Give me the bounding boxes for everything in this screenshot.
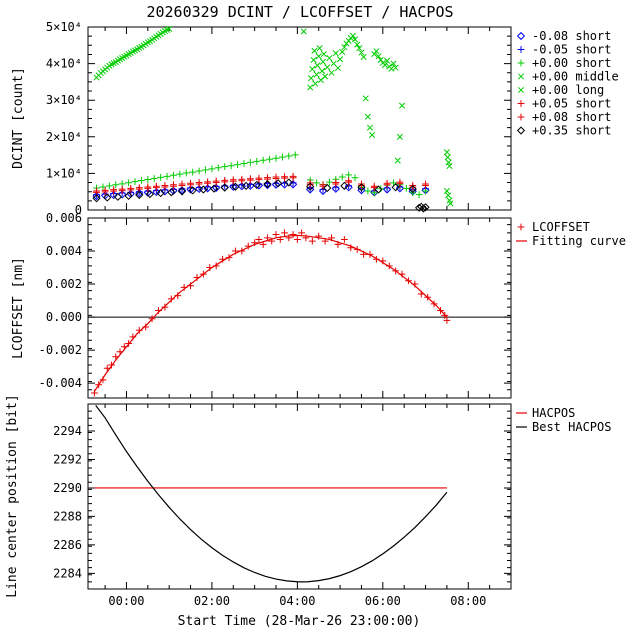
y-tick-label: 0.006	[46, 211, 82, 225]
series--0-08-short	[93, 172, 429, 195]
legend-item: +0.00 short	[517, 56, 611, 70]
panel-frame	[87, 403, 512, 590]
legend-label: -0.08 short	[532, 29, 611, 43]
series-fitting-curve	[93, 234, 448, 392]
series-lcoffset	[91, 229, 451, 397]
legend-label: +0.35 short	[532, 124, 611, 138]
axis-ticks	[88, 403, 512, 590]
series--0-00-long	[93, 25, 173, 81]
legend-cross-marker	[517, 86, 525, 94]
legend-item: HACPOS	[516, 406, 575, 420]
legend-label: Best HACPOS	[532, 420, 611, 434]
legend-label: -0.05 short	[532, 43, 611, 57]
legend-label: Fitting curve	[532, 234, 626, 248]
y-tick-label: -0.002	[39, 343, 82, 357]
legend-plus-marker	[517, 100, 525, 107]
y-tick-label: 2284	[53, 566, 82, 580]
series--0-00-short	[93, 151, 429, 199]
legend-plus-marker	[517, 113, 525, 121]
legend-item: +0.08 short	[517, 110, 611, 124]
legend-item: +0.35 short	[516, 124, 611, 138]
hacpos-panel: 2284 2286 2288 2290 2292 2294 00:00 02:00 04:00 0…	[53, 403, 512, 608]
y-tick-label: -0.004	[39, 376, 82, 390]
y-tick-label: 2×10⁴	[46, 130, 82, 144]
y-tick-label: 5×10⁴	[46, 20, 82, 34]
x-tick-label: 00:00	[108, 594, 144, 608]
y-tick-label: 2286	[53, 538, 82, 552]
series--0-35-short	[92, 178, 430, 213]
y-tick-label: 1×10⁴	[46, 166, 82, 180]
legend-label: +0.00 middle	[532, 70, 619, 84]
legend-label: +0.08 short	[532, 110, 611, 124]
legend-item: +0.00 middle	[517, 70, 619, 84]
panel-frame	[87, 217, 512, 399]
y-tick-label: 0	[75, 203, 82, 217]
axis-ticks	[88, 217, 512, 399]
x-tick-label: 02:00	[194, 594, 230, 608]
legend-diamond-marker	[516, 31, 526, 41]
lcoffset-y-axis-label: LCOFFSET [nm]	[11, 257, 26, 359]
dcint-legend: -0.08 short-0.05 short+0.00 short+0.00 m…	[516, 29, 619, 138]
chart-title: 20260329 DCINT / LCOFFSET / HACPOS	[146, 3, 453, 21]
y-tick-label: 4×10⁴	[46, 57, 82, 71]
legend-item: Best HACPOS	[516, 420, 611, 434]
legend-diamond-marker	[516, 126, 526, 135]
x-axis-label: Start Time (28-Mar-26 23:00:00)	[178, 614, 421, 629]
y-tick-label: 2292	[53, 453, 82, 467]
y-tick-label: 0.004	[46, 244, 82, 258]
legend-item: +0.05 short	[517, 97, 611, 111]
legend-item: -0.08 short	[516, 29, 611, 43]
legend-label: +0.05 short	[532, 97, 611, 111]
legend-item: -0.05 short	[517, 43, 611, 57]
y-tick-label: 2290	[53, 481, 82, 495]
legend-label: +0.00 short	[532, 56, 611, 70]
legend-plus-marker	[517, 59, 525, 67]
x-tick-label: 06:00	[365, 594, 401, 608]
axis-ticks	[88, 26, 512, 211]
legend-plus-marker	[517, 223, 525, 231]
legend-item: LCOFFSET	[517, 220, 590, 234]
y-tick-label: 3×10⁴	[46, 93, 82, 107]
legend-label: +0.00 long	[532, 83, 604, 97]
legend-cross-marker	[517, 73, 525, 80]
x-tick-label: 08:00	[450, 594, 486, 608]
dcint-panel: 0 1×10⁴ 2×10⁴ 3×10⁴ 4×10⁴ 5×10⁴	[46, 20, 512, 217]
legend-plus-marker	[517, 46, 525, 53]
lcoffset-panel: -0.004 -0.002 0.000 0.002 0.004 0.006	[39, 211, 512, 399]
series--0-00-middle	[300, 28, 454, 207]
legend-item: Fitting curve	[516, 234, 626, 248]
y-tick-label: 2294	[53, 424, 82, 438]
hacpos-y-axis-label: Line center position [bit]	[5, 394, 20, 598]
panel-frame	[87, 26, 512, 211]
legend-label: HACPOS	[532, 406, 575, 420]
series-best-hacpos	[95, 405, 448, 583]
legend-label: LCOFFSET	[532, 220, 590, 234]
y-tick-label: 0.002	[46, 277, 82, 291]
x-tick-label: 04:00	[279, 594, 315, 608]
y-tick-label: 2288	[53, 509, 82, 523]
legend-item: +0.00 long	[517, 83, 604, 97]
y-tick-label: 0.000	[46, 310, 82, 324]
dcint-y-axis-label: DCINT [count]	[11, 67, 26, 169]
